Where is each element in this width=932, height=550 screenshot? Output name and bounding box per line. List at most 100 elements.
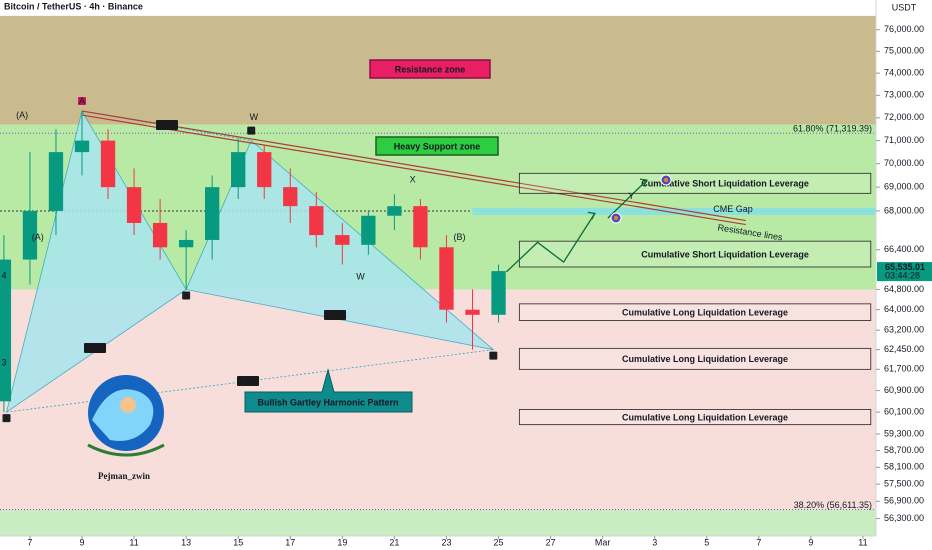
candle-body bbox=[231, 152, 246, 188]
zone-label: Resistance zone bbox=[395, 64, 466, 74]
y-tick-label: 64,000.00 bbox=[884, 304, 924, 314]
x-tick-label: 21 bbox=[389, 537, 399, 547]
candle-body bbox=[413, 206, 428, 248]
resistance-line bbox=[81, 110, 746, 222]
projection-path bbox=[505, 212, 596, 273]
callout bbox=[244, 368, 413, 413]
x-tick-label: 23 bbox=[441, 537, 451, 547]
candle-body bbox=[257, 152, 272, 188]
candle-body bbox=[439, 247, 454, 310]
last-price-label: 65,535.01 bbox=[885, 262, 925, 272]
pattern-point-box bbox=[2, 414, 11, 423]
liquidation-box bbox=[518, 303, 872, 321]
pattern-point-label: D bbox=[490, 351, 497, 361]
projection-arrow bbox=[607, 179, 648, 219]
y-tick-label: 57,500.00 bbox=[884, 479, 924, 489]
x-tick-label: 13 bbox=[181, 537, 191, 547]
logo-wave bbox=[92, 389, 154, 441]
pattern-name: Bullish Gartley Harmonic Pattern bbox=[257, 397, 398, 407]
cme-gap bbox=[472, 207, 876, 216]
wave-label: Y bbox=[628, 191, 634, 201]
fib-label: 61.80% (71,319.39) bbox=[793, 124, 872, 134]
x-tick-label: 7 bbox=[756, 537, 761, 547]
candle-body bbox=[178, 239, 194, 248]
x-axis-panel bbox=[0, 536, 876, 550]
x-tick-label: 11 bbox=[858, 537, 867, 547]
y-tick-label: 58,700.00 bbox=[884, 445, 924, 455]
arrow-head bbox=[639, 178, 648, 187]
ratio-label: 0.795 bbox=[237, 376, 260, 386]
ratio-label: 1.445 bbox=[324, 310, 347, 320]
symbol-title: Bitcoin / TetherUS · 4h · Binance bbox=[4, 1, 143, 11]
wave-label: (B) bbox=[453, 232, 465, 242]
arrow-head bbox=[587, 211, 596, 220]
candle-body bbox=[152, 222, 168, 248]
zone-label-box bbox=[369, 59, 491, 79]
ratio-box bbox=[156, 120, 178, 130]
y-tick-label: 63,200.00 bbox=[884, 325, 924, 335]
liquidation-label: Cumulative Long Liquidation Leverage bbox=[622, 308, 788, 318]
candle-body bbox=[205, 187, 220, 240]
x-tick-label: 9 bbox=[808, 537, 813, 547]
ratio-box bbox=[324, 310, 346, 320]
target-icon-core bbox=[663, 177, 669, 183]
y-tick-label: 75,000.00 bbox=[884, 46, 924, 56]
logo bbox=[87, 375, 165, 457]
y-tick-label: 74,000.00 bbox=[884, 68, 924, 78]
zone-label-box bbox=[375, 136, 499, 156]
x-tick-label: 27 bbox=[546, 537, 556, 547]
y-tick-label: 70,000.00 bbox=[884, 158, 924, 168]
ratio-label: 0.82 bbox=[158, 120, 176, 130]
countdown: 03:44:28 bbox=[885, 270, 920, 280]
pattern-point-box bbox=[489, 351, 498, 360]
left-marker: 4 bbox=[1, 270, 6, 280]
x-tick-label: 7 bbox=[27, 537, 32, 547]
liquidation-label: Cumulative Long Liquidation Leverage bbox=[622, 354, 788, 364]
left-marker: 3 bbox=[1, 357, 6, 367]
candle-body bbox=[126, 187, 142, 223]
liquidation-box bbox=[518, 240, 872, 268]
y-tick-label: 56,300.00 bbox=[884, 513, 924, 523]
candle-body bbox=[465, 309, 480, 315]
ratio-label: 0.583 bbox=[84, 343, 107, 353]
liquidation-label: Cumulative Long Liquidation Leverage bbox=[622, 412, 788, 422]
y-tick-label: 69,000.00 bbox=[884, 182, 924, 192]
y-tick-label: 66,400.00 bbox=[884, 244, 924, 254]
ratio-box bbox=[237, 376, 259, 386]
pattern-point-label: C bbox=[248, 125, 255, 135]
x-tick-label: 15 bbox=[233, 537, 243, 547]
liquidation-box bbox=[518, 347, 872, 370]
target-icon-core bbox=[613, 215, 619, 221]
logo-face bbox=[120, 397, 136, 413]
author: Pejman_zwin bbox=[98, 471, 150, 481]
y-tick-label: 60,100.00 bbox=[884, 407, 924, 417]
liquidation-box bbox=[518, 172, 872, 194]
candle-body bbox=[361, 215, 376, 245]
y-tick-label: 76,000.00 bbox=[884, 24, 924, 34]
candle-body bbox=[309, 206, 324, 236]
candle-body bbox=[0, 259, 12, 402]
candle-body bbox=[335, 235, 350, 245]
wave-label: W bbox=[250, 112, 259, 122]
wave-label: (A) bbox=[16, 110, 28, 120]
x-tick-label: 19 bbox=[337, 537, 347, 547]
pattern-point-box bbox=[247, 126, 256, 135]
wave-label: (A) bbox=[32, 232, 44, 242]
pattern-point-label: B bbox=[183, 290, 189, 300]
liquidation-box bbox=[518, 409, 872, 426]
y-tick-label: 61,700.00 bbox=[884, 364, 924, 374]
wave-label: W bbox=[356, 271, 365, 281]
pattern-point-box bbox=[78, 97, 87, 106]
x-tick-label: 25 bbox=[494, 537, 504, 547]
logo-leaf bbox=[87, 443, 165, 457]
candle-body bbox=[74, 140, 90, 153]
x-tick-label: 3 bbox=[652, 537, 657, 547]
y-tick-label: 64,800.00 bbox=[884, 284, 924, 294]
zone bbox=[0, 509, 876, 536]
x-tick-label: 11 bbox=[129, 537, 138, 547]
pattern-point-label: X bbox=[4, 413, 10, 423]
x-tick-label: 9 bbox=[79, 537, 84, 547]
pattern-point-label: A bbox=[79, 96, 85, 106]
y-tick-label: 60,900.00 bbox=[884, 385, 924, 395]
